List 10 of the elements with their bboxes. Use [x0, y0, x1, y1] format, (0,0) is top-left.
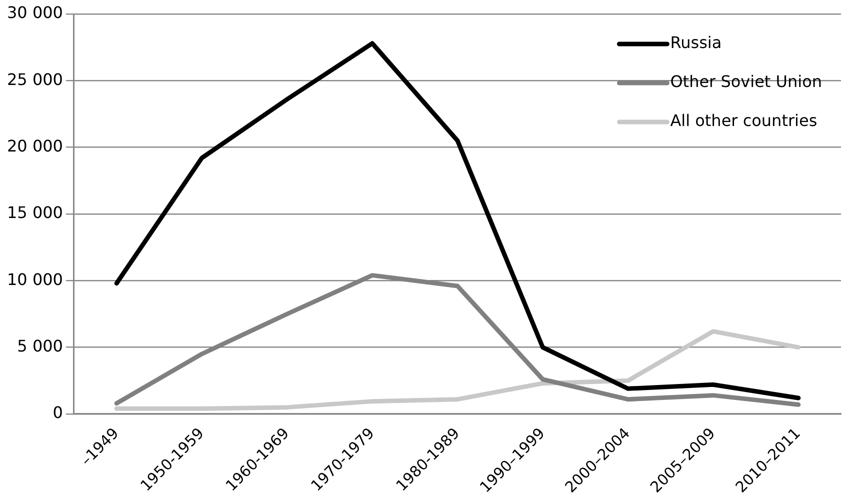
- legend-label: Other Soviet Union: [670, 72, 822, 92]
- y-tick-label: 0: [52, 403, 63, 422]
- y-tick-label: 20 000: [7, 136, 63, 156]
- y-tick-label: 25 000: [7, 70, 63, 89]
- y-tick-label: 30 000: [7, 3, 63, 22]
- y-tick-label: 15 000: [7, 203, 63, 222]
- legend-label: Russia: [670, 33, 722, 52]
- y-tick-label: 10 000: [7, 270, 63, 289]
- legend-label: All other countries: [670, 111, 818, 130]
- y-tick-label: 5 000: [17, 336, 63, 356]
